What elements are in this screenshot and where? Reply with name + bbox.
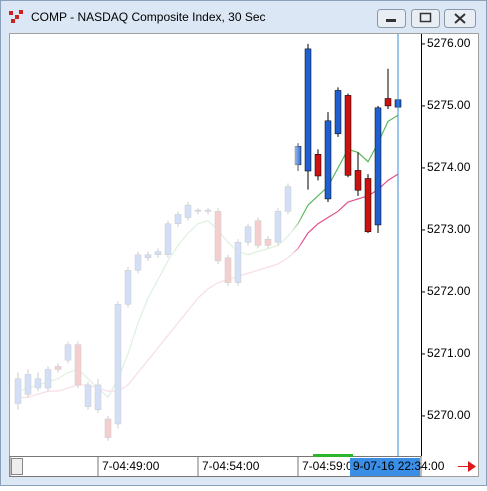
candle-body [174, 214, 182, 224]
candle-body [194, 209, 202, 212]
candle-body [274, 211, 282, 243]
candle-body [64, 344, 72, 361]
y-tick-label: 5271.00 [427, 346, 471, 360]
y-tick-label: 5274.00 [427, 160, 471, 174]
x-tick-label: 7-04:54:00 [202, 459, 260, 473]
candle-body [314, 154, 322, 177]
candle-body [34, 378, 42, 389]
candle-body [364, 178, 372, 233]
app-icon [9, 10, 23, 23]
candle-body [334, 90, 342, 135]
candle-body [304, 48, 312, 172]
chart-panel [9, 33, 479, 477]
x-axis-bar [9, 456, 422, 477]
candle-body [244, 226, 252, 243]
y-tick-label: 5275.00 [427, 98, 471, 112]
candle-body [114, 304, 122, 425]
candle-body [44, 369, 52, 389]
candle-body [154, 251, 162, 255]
candle-body [104, 418, 112, 438]
candle-body [124, 269, 132, 305]
scroll-box[interactable] [11, 458, 23, 475]
candle-body [374, 107, 382, 226]
candle-body [324, 120, 332, 200]
candle-body [74, 344, 82, 386]
candle-body [344, 95, 352, 176]
candle-body [84, 384, 92, 407]
candle-body [234, 242, 242, 283]
candle-body [184, 204, 192, 218]
x-tick-label: 7-04:49:00 [102, 459, 160, 473]
maximize-button[interactable] [411, 9, 440, 28]
minimize-button[interactable] [377, 9, 406, 28]
candle-body [14, 378, 22, 404]
cursor-label-box [350, 458, 420, 476]
window-title: COMP - NASDAQ Composite Index, 30 Sec [31, 10, 266, 24]
y-tick-label: 5276.00 [427, 36, 471, 50]
candle-body [94, 384, 102, 410]
y-tick-label: 5272.00 [427, 284, 471, 298]
candle-body [24, 374, 32, 395]
axes: 5270.00 5271.00 5272.00 5273.00 5274.00 5275.… [97, 34, 471, 476]
candle-body [204, 209, 212, 212]
candle-body [164, 223, 172, 255]
candle-body [264, 238, 272, 246]
x-tick-label: 7-04:59:00 [302, 459, 360, 473]
range-indicator [313, 454, 353, 457]
candle-body [144, 254, 152, 259]
scroll-right-arrow[interactable] [458, 461, 476, 472]
candle-body [134, 254, 142, 271]
candle-body [224, 257, 232, 283]
candle-body [384, 98, 392, 107]
cursor-label: 9-07-16 22:34:00 [353, 459, 445, 473]
candle-body [284, 186, 292, 212]
y-tick-label: 5270.00 [427, 408, 471, 422]
candle-body [254, 220, 262, 246]
candle-body [54, 366, 62, 370]
candle-body [214, 211, 222, 262]
candle-body [294, 145, 302, 166]
y-tick-label: 5273.00 [427, 222, 471, 236]
candle-body [354, 170, 362, 191]
close-button[interactable] [444, 9, 476, 28]
